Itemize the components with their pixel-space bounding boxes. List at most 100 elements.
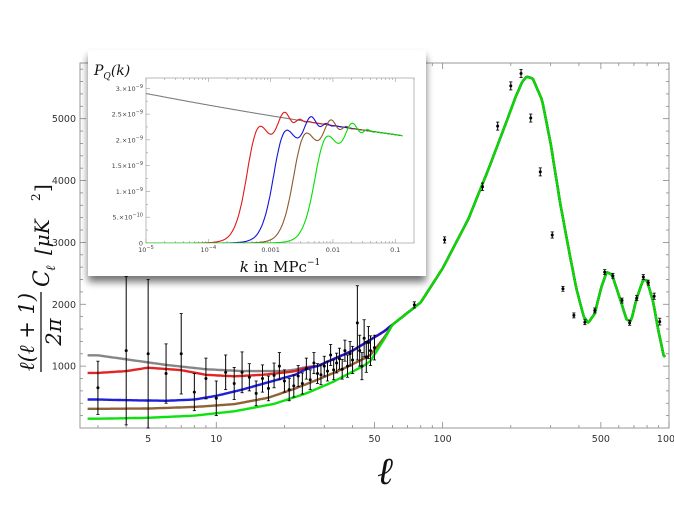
point-marker <box>343 349 347 353</box>
data-point <box>319 364 323 386</box>
data-point <box>646 279 650 286</box>
data-point <box>603 269 607 275</box>
data-point <box>322 355 326 377</box>
data-point <box>350 345 355 374</box>
data-point <box>519 69 523 78</box>
point-marker <box>96 386 100 390</box>
main-curves <box>87 75 666 420</box>
data-point <box>572 312 576 319</box>
point-marker <box>635 296 639 300</box>
data-point <box>96 360 100 415</box>
point-marker <box>329 353 333 357</box>
series-green-curve <box>87 75 666 420</box>
point-marker <box>351 358 355 362</box>
data-point <box>412 301 416 309</box>
point-marker <box>519 72 523 76</box>
data-point <box>308 369 312 391</box>
point-marker <box>260 377 264 381</box>
data-point <box>266 375 271 402</box>
data-point <box>635 295 639 301</box>
point-marker <box>572 313 576 317</box>
data-point <box>343 339 347 362</box>
point-marker <box>337 357 341 361</box>
point-marker <box>146 352 150 356</box>
inset-y-tick-labels: 0 5.×10−10 1.×10−9 1.5×10−9 2.×10−9 2.5×10−9 3… <box>112 84 143 248</box>
data-point <box>360 352 364 381</box>
data-point <box>496 121 500 131</box>
inset-x-tick-label: 10−5 <box>138 245 154 254</box>
data-point <box>315 363 320 384</box>
data-point <box>529 113 533 123</box>
data-point <box>641 274 645 280</box>
data-point <box>480 182 485 191</box>
point-marker <box>364 355 368 359</box>
point-marker <box>496 124 500 128</box>
point-marker <box>358 349 362 353</box>
main-y-tick-labels: 1000 2000 3000 4000 5000 <box>52 114 76 372</box>
data-point <box>224 354 228 391</box>
data-point <box>232 366 236 400</box>
data-point <box>368 335 373 366</box>
data-point <box>325 360 330 382</box>
inset-y-tick-label: 0 <box>139 240 143 248</box>
inset-x-tick-label: 0.1 <box>390 246 400 254</box>
x-tick-label: 5 <box>145 434 151 445</box>
y-tick-label: 3000 <box>52 238 76 249</box>
point-marker <box>319 373 323 377</box>
inset-curves <box>146 92 403 243</box>
data-point <box>179 313 183 395</box>
data-point <box>355 285 359 361</box>
main-x-axis-label: ℓ <box>377 449 393 493</box>
inset-axis-ticks <box>145 78 415 243</box>
point-marker <box>641 275 645 279</box>
inset-title: PQ(k) <box>93 63 130 82</box>
point-marker <box>481 185 485 189</box>
point-marker <box>348 352 352 356</box>
inset-panel-shadow <box>88 50 426 276</box>
point-marker <box>282 379 286 383</box>
data-point <box>296 365 300 387</box>
point-marker <box>322 364 326 368</box>
point-marker <box>287 388 291 392</box>
data-point <box>240 351 244 394</box>
point-marker <box>366 341 370 345</box>
point-marker <box>179 352 183 356</box>
main-data-points <box>96 69 662 429</box>
data-point <box>337 347 342 370</box>
point-marker <box>247 375 251 379</box>
y-label-cl-sub: ℓ <box>44 265 59 271</box>
x-tick-label: 50 <box>368 434 380 445</box>
point-marker <box>368 349 372 353</box>
data-point <box>509 81 513 91</box>
main-y-axis-label: ℓ(ℓ + 1) 2π C ℓ [μK 2 ] <box>15 184 66 372</box>
point-marker <box>277 364 281 368</box>
data-point <box>583 319 587 326</box>
point-marker <box>355 321 359 325</box>
point-marker <box>296 374 300 378</box>
data-point <box>300 372 304 395</box>
point-marker <box>509 84 513 88</box>
point-marker <box>316 372 320 376</box>
point-marker <box>658 320 662 324</box>
y-label-units-close: ] <box>30 184 54 192</box>
data-point <box>442 236 447 244</box>
inset-y-tick-label: 2.5×10−9 <box>112 110 143 119</box>
data-point <box>192 373 196 412</box>
y-tick-label: 2000 <box>52 300 76 311</box>
y-label-cl: C <box>30 270 55 287</box>
main-x-tick-labels: 5 10 50 100 500 1000 <box>145 434 674 445</box>
inset-y-tick-label: 2.×10−9 <box>116 135 143 144</box>
inset-series-brown-curve <box>146 119 403 243</box>
data-point <box>214 380 218 417</box>
y-tick-label: 5000 <box>52 114 76 125</box>
point-marker <box>326 369 330 373</box>
data-point <box>366 326 371 360</box>
y-label-denominator: 2π <box>42 317 66 346</box>
point-marker <box>583 320 587 324</box>
point-marker <box>266 386 270 390</box>
point-marker <box>300 381 304 385</box>
point-marker <box>593 308 597 312</box>
data-point <box>561 285 565 292</box>
data-point <box>164 343 168 404</box>
